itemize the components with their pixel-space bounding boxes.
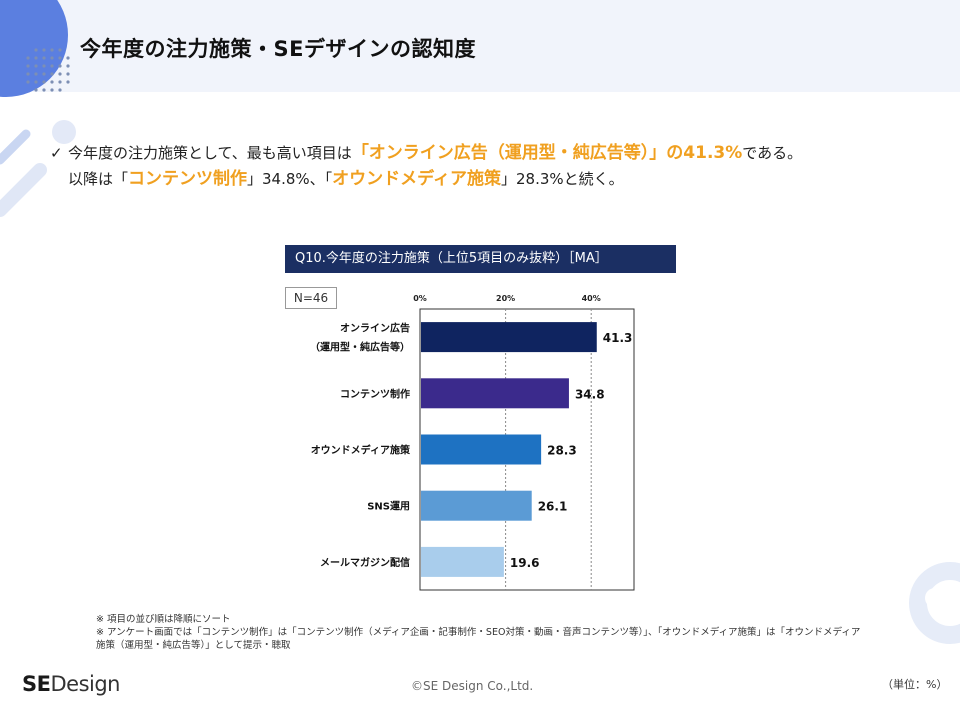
bar [421, 322, 597, 353]
category-label: オンライン広告 [340, 322, 410, 335]
data-label: 41.3 [603, 331, 633, 345]
footnote-1: ※ 項目の並び順は降順にソート [96, 614, 231, 625]
bar [421, 378, 569, 409]
brand-logo: SEDesign [22, 672, 120, 696]
bar [421, 434, 542, 465]
question-label: Q10.今年度の注力施策（上位5項目のみ抜粋）［MA］ [285, 245, 676, 273]
x-tick-label: 40% [582, 294, 601, 303]
category-label: オウンドメディア施策 [311, 444, 411, 457]
x-tick-label: 20% [496, 294, 515, 303]
copyright: ©SE Design Co.,Ltd. [411, 679, 534, 693]
summary-text: ✓ 今年度の注力施策として、最も高い項目は「オンライン広告（運用型・純広告等）」の… [50, 140, 802, 192]
sample-size-label: N=46 [285, 287, 337, 309]
header-band [0, 0, 960, 92]
x-tick-label: 0% [413, 294, 427, 303]
plot-frame [419, 308, 635, 591]
footnotes: ※ 項目の並び順は降順にソート ※ アンケート画面では「コンテンツ制作」は「コン… [96, 613, 866, 652]
category-label: （運用型・純広告等） [310, 341, 410, 354]
bar [421, 546, 504, 577]
category-label: メールマガジン配信 [320, 556, 410, 569]
footnote-2: ※ アンケート画面では「コンテンツ制作」は「コンテンツ制作（メディア企画・記事制… [96, 627, 861, 651]
data-label: 26.1 [538, 500, 568, 514]
unit-label: （単位：%） [882, 678, 948, 691]
data-label: 28.3 [547, 444, 577, 458]
data-label: 34.8 [575, 387, 605, 401]
category-label: SNS運用 [367, 501, 410, 513]
page-title: 今年度の注力施策・SEデザインの認知度 [80, 37, 476, 61]
bar [421, 490, 532, 521]
category-label: コンテンツ制作 [340, 387, 410, 400]
data-label: 19.6 [510, 556, 540, 570]
check-icon: ✓ [50, 144, 63, 162]
